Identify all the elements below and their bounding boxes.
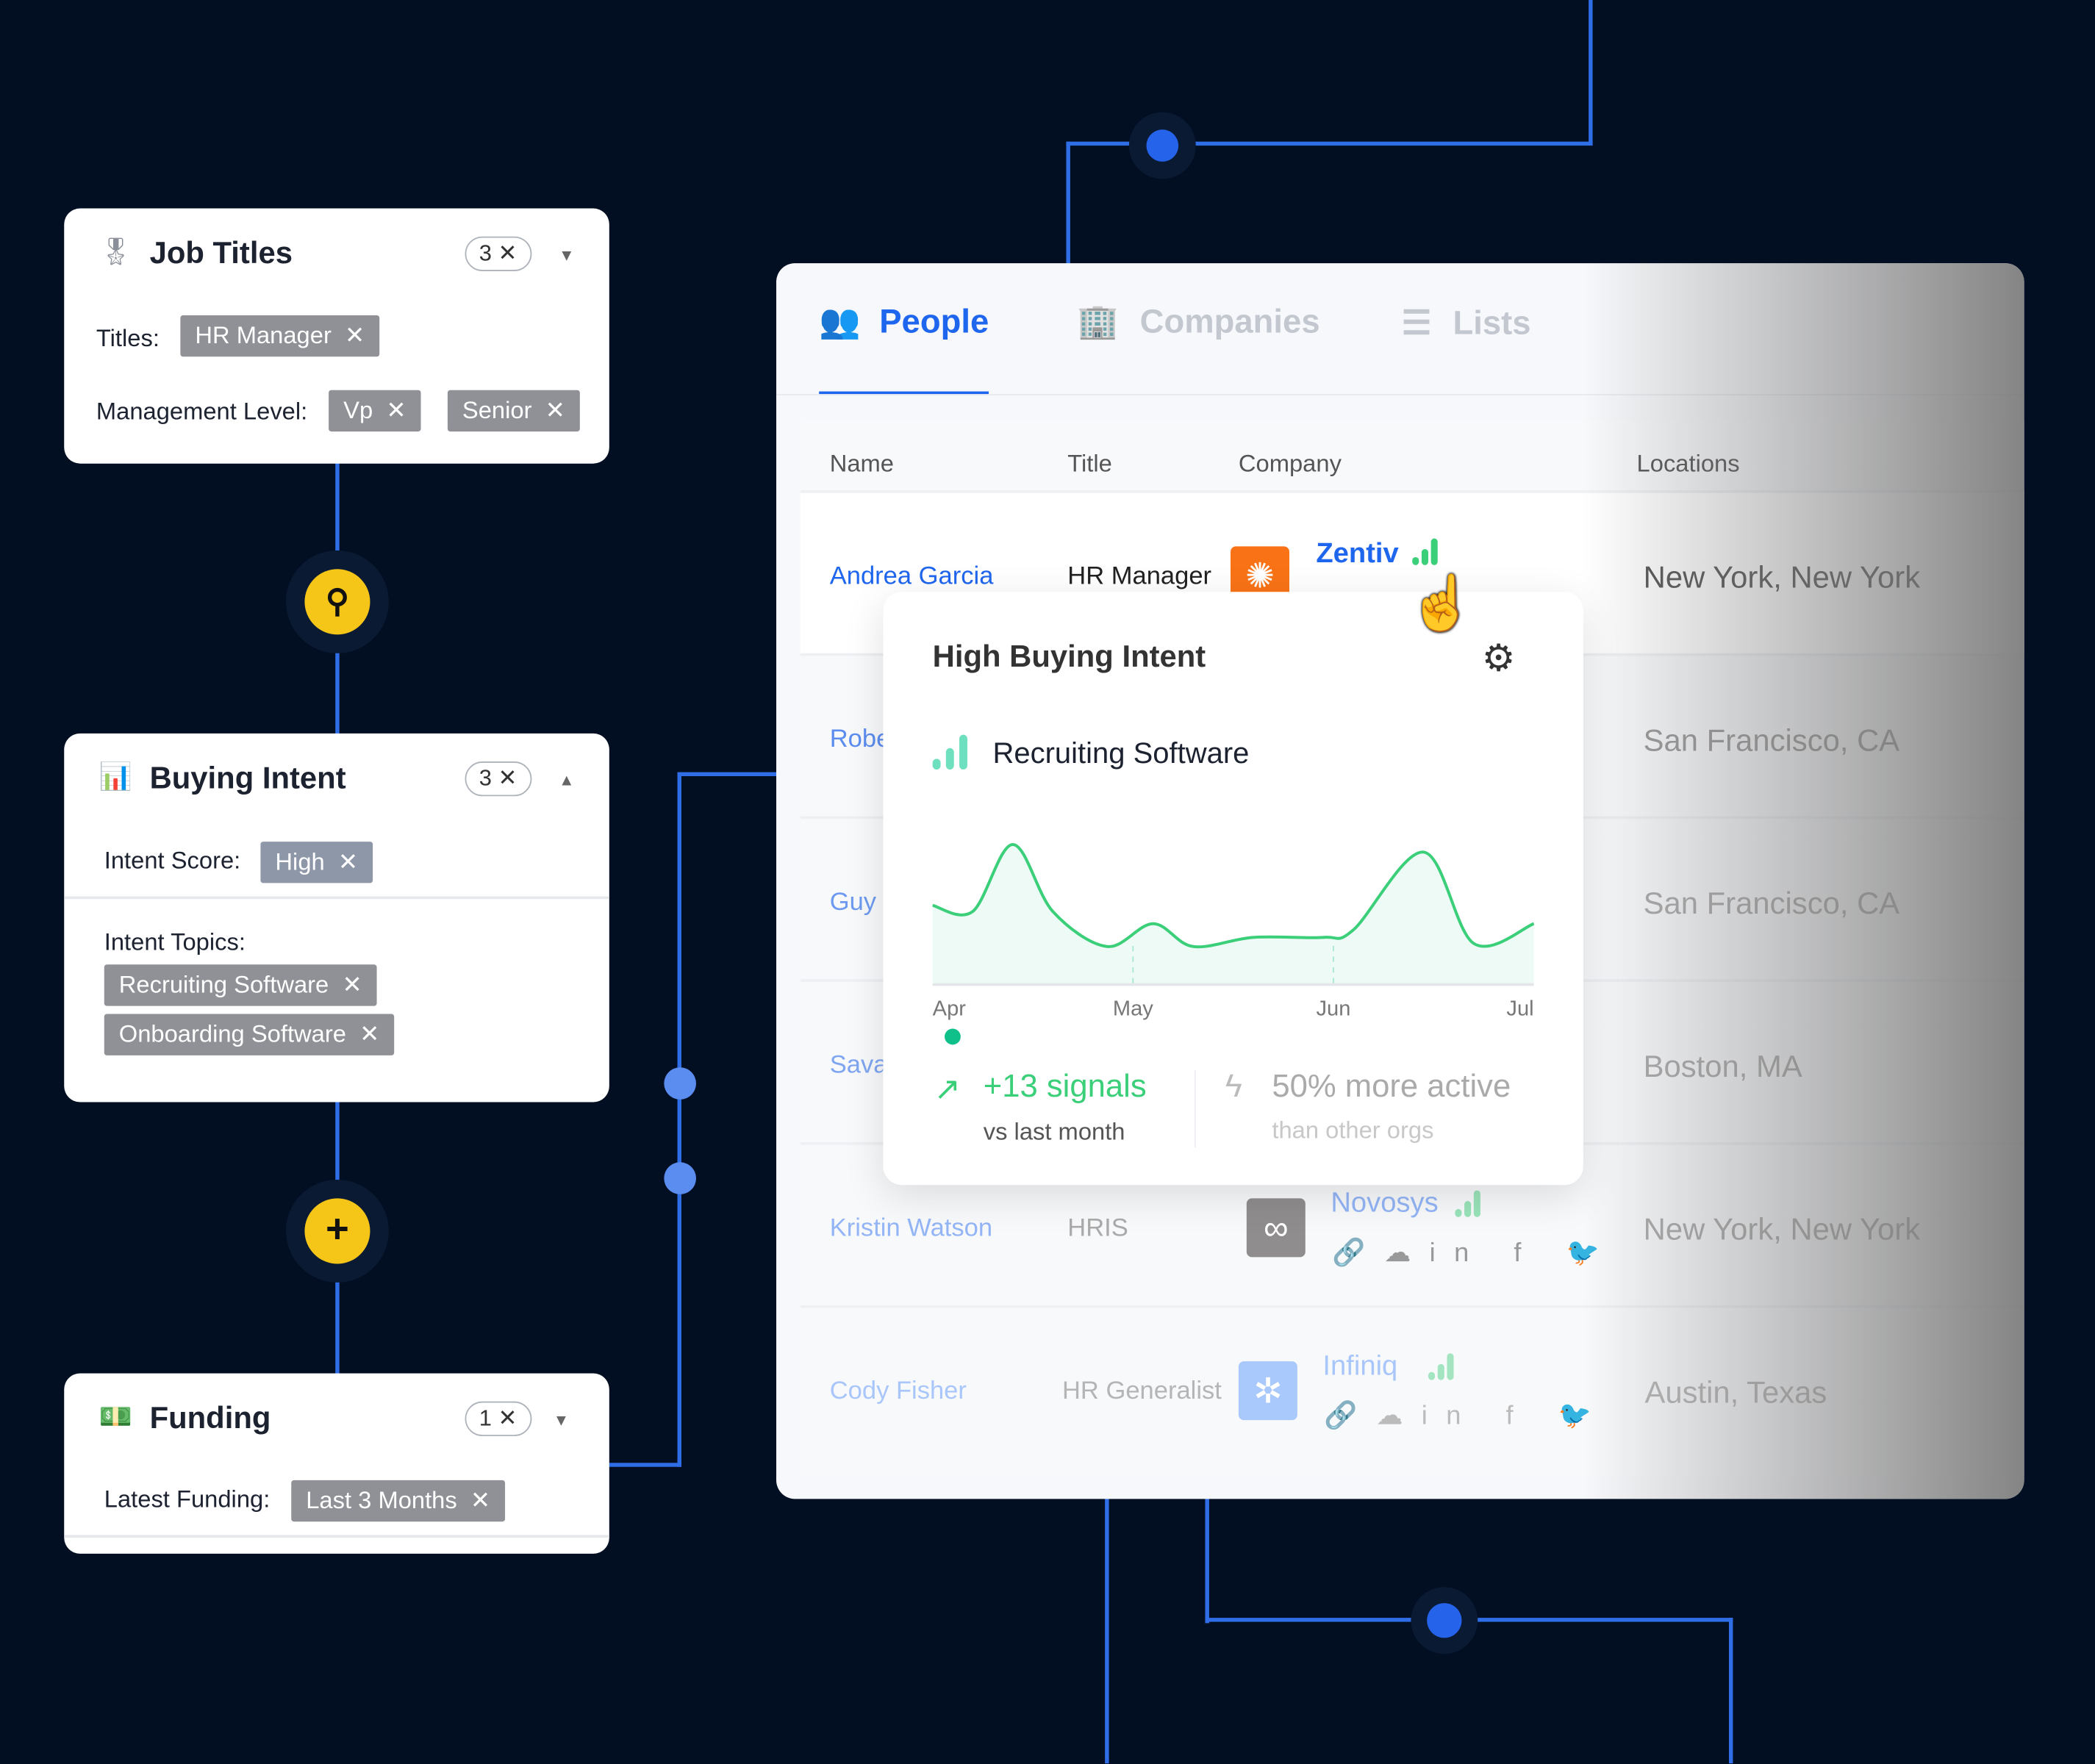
intent-chart: Apr May Jun Jul	[932, 842, 1535, 1020]
connector	[677, 772, 681, 1467]
node-dot	[1146, 129, 1179, 162]
chip-senior[interactable]: Senior ✕	[447, 390, 581, 432]
header-name[interactable]: Name	[829, 450, 895, 477]
chart-line	[932, 842, 1535, 949]
signal-bars-icon	[1455, 1190, 1481, 1217]
buying-intent-popover: High Buying Intent ⚙ Recruiting Software…	[883, 592, 1583, 1186]
connector	[1589, 0, 1593, 145]
x-tick-label: Jul	[1506, 997, 1533, 1020]
node-dot	[664, 1067, 696, 1100]
remove-icon: ✕	[386, 396, 407, 424]
count-badge[interactable]: 3 ✕	[464, 761, 532, 797]
funding-filter: 💵 Funding 1 ✕ ▼ Latest Funding: Last 3 M…	[64, 1373, 609, 1554]
remove-icon: ✕	[470, 1486, 491, 1514]
table-row[interactable]: Cody Fisher HR Generalist ✲ Infiniq 🔗☁in…	[800, 1305, 2024, 1469]
hand-cursor-icon: ☝	[1408, 574, 1475, 634]
connector	[1205, 1618, 1733, 1622]
company-link[interactable]: Novosys	[1331, 1187, 1439, 1219]
connector	[677, 772, 778, 777]
company-link[interactable]: Infiniq	[1322, 1350, 1398, 1382]
social-links[interactable]: 🔗☁in f 🐦	[1324, 1401, 1611, 1431]
remove-icon: ✕	[359, 1020, 380, 1047]
company-logo: ∞	[1246, 1198, 1306, 1258]
buying-intent-filter: 📊 Buying Intent 3 ✕ ▲ Intent Score: High…	[64, 733, 609, 1102]
chart-area	[932, 844, 1534, 985]
chip-last-3-months[interactable]: Last 3 Months ✕	[291, 1480, 506, 1522]
marker-dot[interactable]	[945, 1028, 961, 1045]
header-locations[interactable]: Locations	[1636, 450, 1740, 477]
active-tab-indicator	[819, 391, 989, 395]
job-titles-filter: 🎖 Job Titles 3 ✕ ▼ Titles: HR Manager ✕ M…	[64, 208, 609, 464]
header-title[interactable]: Title	[1067, 450, 1112, 477]
connector	[1066, 141, 1593, 146]
tab-companies[interactable]: 🏢 Companies	[1076, 303, 1320, 341]
node-dot	[1427, 1603, 1462, 1638]
x-tick-label: Jun	[1317, 997, 1351, 1020]
connector	[1066, 141, 1070, 265]
remove-icon: ✕	[545, 396, 566, 424]
tab-lists[interactable]: ☰ Lists	[1401, 304, 1531, 343]
chip-hr-manager[interactable]: HR Manager ✕	[180, 315, 380, 357]
chip-onboarding-software[interactable]: Onboarding Software ✕	[104, 1014, 395, 1055]
remove-icon: ✕	[337, 848, 359, 875]
remove-icon: ✕	[342, 971, 362, 998]
signal-bars-icon	[932, 734, 970, 770]
node-dot	[664, 1162, 696, 1194]
chevron-down-icon[interactable]: ▼	[558, 245, 575, 265]
chip-vp[interactable]: Vp ✕	[329, 390, 421, 432]
connector	[1105, 1496, 1109, 1764]
money-icon: 💵	[99, 1402, 132, 1433]
chip-recruiting-software[interactable]: Recruiting Software ✕	[104, 964, 377, 1006]
building-icon: 🏢	[1076, 303, 1119, 341]
x-tick-label: May	[1113, 997, 1153, 1020]
connector	[1728, 1618, 1733, 1764]
social-links[interactable]: 🔗☁in f 🐦	[1332, 1238, 1619, 1268]
search-icon[interactable]: ⚲	[304, 569, 370, 635]
x-tick-label: Apr	[933, 997, 967, 1020]
company-logo: ✲	[1238, 1361, 1297, 1421]
connector	[1205, 1496, 1209, 1624]
gear-icon[interactable]: ⚙	[1481, 637, 1516, 679]
company-link[interactable]: Zentiv	[1316, 538, 1399, 570]
header-company[interactable]: Company	[1238, 450, 1342, 477]
add-icon[interactable]: +	[304, 1198, 370, 1264]
medal-icon: 🎖	[99, 237, 133, 268]
chevron-up-icon[interactable]: ▲	[558, 770, 575, 790]
chip-high[interactable]: High ✕	[260, 842, 373, 883]
people-icon: 👥	[819, 303, 861, 341]
tab-people[interactable]: 👥 People	[819, 303, 989, 341]
count-badge[interactable]: 1 ✕	[464, 1401, 532, 1436]
list-icon: ☰	[1401, 304, 1432, 343]
connector	[609, 1463, 681, 1467]
remove-icon: ✕	[345, 322, 365, 349]
lightning-icon: ϟ	[1225, 1069, 1242, 1105]
bar-chart-icon: 📊	[99, 762, 132, 792]
chevron-down-icon[interactable]: ▼	[553, 1410, 570, 1430]
trend-up-icon: ↗	[934, 1071, 961, 1108]
count-badge[interactable]: 3 ✕	[464, 236, 532, 271]
signal-bars-icon	[1412, 538, 1439, 565]
signal-bars-icon	[1428, 1353, 1455, 1380]
